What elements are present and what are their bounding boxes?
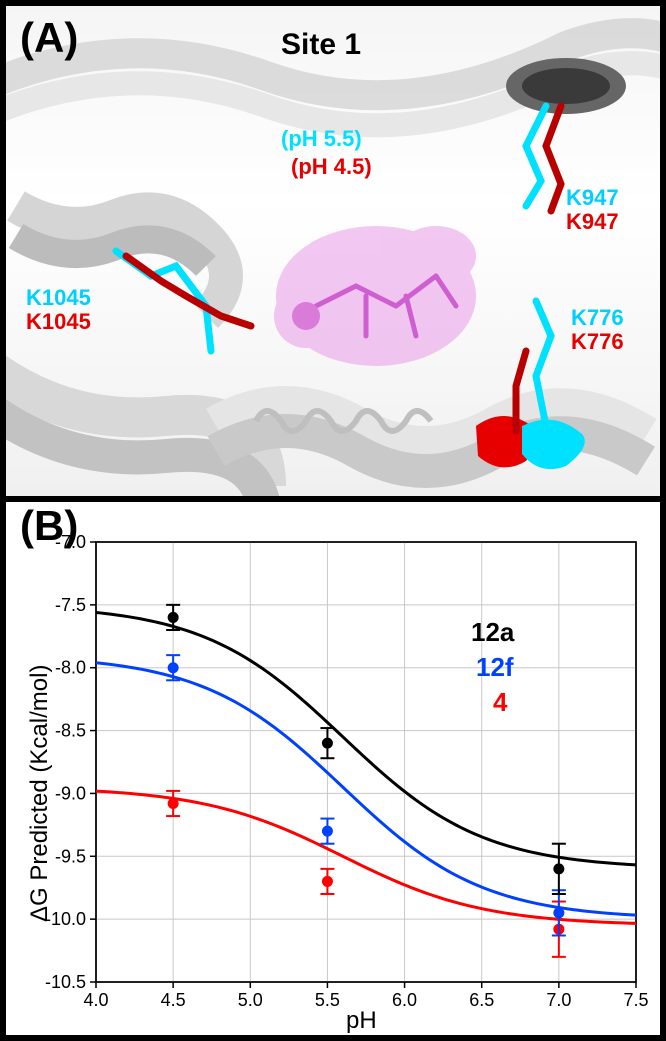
svg-text:-7.0: -7.0 — [55, 532, 86, 552]
svg-text:7.5: 7.5 — [623, 990, 648, 1010]
panel-a: (A) Site 1 (pH 5.5) (pH 4.5) K1045 K1045… — [6, 6, 660, 502]
site-label: Site 1 — [281, 28, 361, 62]
svg-text:5.0: 5.0 — [238, 990, 263, 1010]
svg-text:4.5: 4.5 — [161, 990, 186, 1010]
panel-a-label: (A) — [20, 14, 78, 62]
svg-text:-9.5: -9.5 — [55, 846, 86, 866]
svg-text:7.0: 7.0 — [546, 990, 571, 1010]
k776-cyan: K776 — [571, 306, 624, 330]
chart: -7.0-7.5-8.0-8.5-9.0-9.5-10.0-10.54.04.5… — [6, 502, 660, 1041]
series-4-label: 4 — [493, 687, 507, 718]
svg-text:6.0: 6.0 — [392, 990, 417, 1010]
k947-red: K947 — [566, 210, 619, 234]
k1045-cyan: K1045 — [26, 286, 91, 310]
svg-text:-7.5: -7.5 — [55, 595, 86, 615]
x-axis-label: pH — [346, 1007, 377, 1035]
svg-text:-8.5: -8.5 — [55, 721, 86, 741]
svg-text:5.5: 5.5 — [315, 990, 340, 1010]
ph55-label: (pH 5.5) — [281, 126, 362, 152]
svg-text:-10.5: -10.5 — [45, 972, 86, 992]
k947-cyan: K947 — [566, 186, 619, 210]
svg-text:6.5: 6.5 — [469, 990, 494, 1010]
k947-sticks — [526, 106, 561, 211]
k1045-red: K1045 — [26, 310, 91, 334]
k776-red: K776 — [571, 330, 624, 354]
series-12a-label: 12a — [471, 617, 514, 648]
series-12f-label: 12f — [476, 652, 514, 683]
y-axis-label: ΔG Predicted (Kcal/mol) — [26, 665, 54, 922]
svg-text:4.0: 4.0 — [83, 990, 108, 1010]
svg-text:-8.0: -8.0 — [55, 658, 86, 678]
panel-a-structure — [6, 6, 660, 496]
ph45-label: (pH 4.5) — [291, 154, 372, 180]
svg-text:-9.0: -9.0 — [55, 783, 86, 803]
panel-b: (B) -7.0-7.5-8.0-8.5-9.0-9.5-10.0-10.54.… — [6, 502, 660, 1035]
figure-container: (A) Site 1 (pH 5.5) (pH 4.5) K1045 K1045… — [0, 0, 666, 1041]
